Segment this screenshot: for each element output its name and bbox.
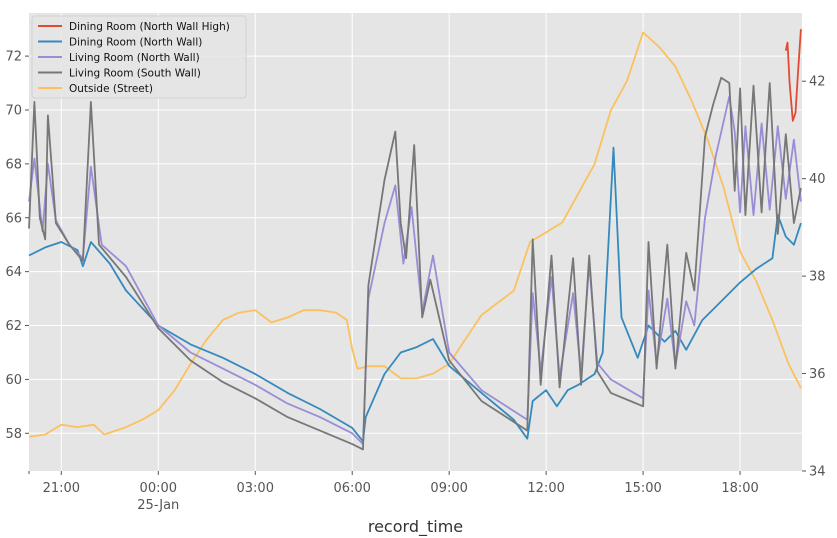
legend-frame (31, 15, 247, 99)
x-tick-label: 12:00 (527, 481, 564, 496)
series-line-living-room-south-wall (28, 76, 802, 451)
y-left-tick-label: 72 (5, 50, 22, 65)
legend: Dining Room (North Wall High) Dining Room… (31, 15, 247, 99)
series-line-living-room-north-wall (28, 95, 802, 445)
legend-entry: Living Room (South Wall) (69, 68, 201, 80)
y-left-tick-label: 70 (5, 103, 22, 118)
y-left-tick-label: 66 (5, 211, 22, 226)
y-left-tick-label: 62 (5, 319, 22, 334)
legend-entry: Outside (Street) (69, 83, 153, 95)
series-lines (28, 29, 802, 451)
y-right-tick-label: 42 (809, 75, 826, 90)
series-line-outside-street (28, 31, 802, 438)
y-right-tick-label: 36 (809, 367, 826, 382)
x-tick-label: 15:00 (624, 481, 661, 496)
y-right-tick-label: 34 (809, 465, 826, 480)
x-tick-label: 18:00 (721, 481, 758, 496)
x-tick-label: 21:00 (43, 481, 80, 496)
y-axis-left: 58 60 62 64 66 68 70 72 (5, 50, 29, 442)
y-right-tick-label: 38 (809, 270, 826, 285)
x-tick-sublabel: 25-Jan (137, 498, 179, 513)
y-right-tick-label: 40 (809, 172, 826, 187)
x-axis-title: record_time (368, 517, 463, 537)
series-line-dining-room-north-wall-high (784, 29, 802, 122)
y-axis-right: 34 36 38 40 42 (802, 75, 826, 480)
x-tick-label: 09:00 (430, 481, 467, 496)
x-tick-label: 03:00 (237, 481, 274, 496)
legend-entry: Dining Room (North Wall) (69, 37, 202, 49)
y-left-tick-label: 68 (5, 157, 22, 172)
y-left-tick-label: 60 (5, 373, 22, 388)
x-axis: 21:00 00:00 25-Jan 03:00 06:00 09:00 12:00 15:0… (28, 471, 759, 513)
y-left-tick-label: 64 (5, 265, 22, 280)
y-left-tick-label: 58 (5, 427, 22, 442)
legend-entry: Dining Room (North Wall High) (69, 21, 230, 33)
legend-entry: Living Room (North Wall) (69, 52, 200, 64)
x-tick-label: 06:00 (333, 481, 370, 496)
x-tick-label: 00:00 (140, 481, 177, 496)
